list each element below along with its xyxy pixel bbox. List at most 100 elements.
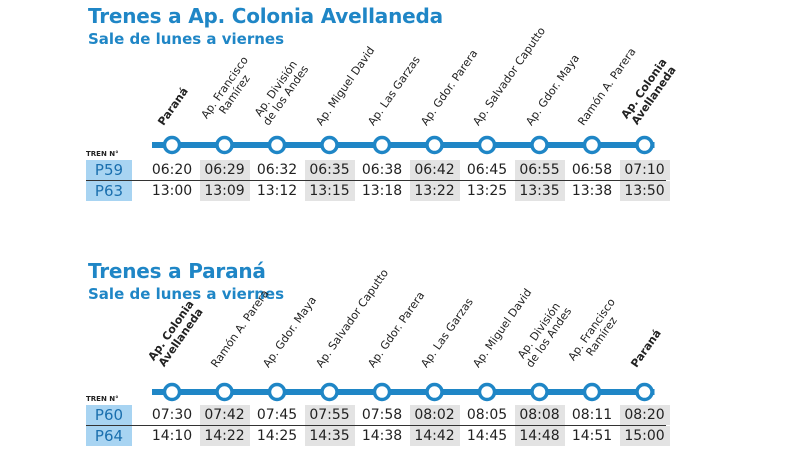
time-cell: 13:15	[304, 181, 355, 201]
route-line	[152, 382, 655, 402]
station-label: Ap. Gdor. Maya	[260, 293, 320, 370]
station-stop-marker	[215, 135, 234, 155]
station-stop-marker	[372, 382, 392, 402]
train-code: P64	[86, 426, 132, 446]
time-cell: 08:11	[571, 407, 613, 423]
station-labels: Paraná Ap. Francisco Ramírez Ap. División de…	[0, 0, 800, 128]
time-cell: 14:48	[514, 426, 565, 446]
time-cell: 07:30	[151, 407, 193, 423]
station-stop-marker	[267, 382, 287, 402]
station-label: Ap. Francisco Ramírez	[566, 296, 627, 370]
station-stop-marker	[162, 382, 182, 402]
time-cell: 06:58	[571, 162, 613, 178]
time-cell: 06:29	[199, 160, 250, 180]
tren-number-label: TREN N°	[86, 395, 119, 403]
station-stop-marker	[162, 135, 182, 155]
time-cell: 14:35	[304, 426, 355, 446]
time-cell: 13:50	[619, 181, 670, 201]
station-stop-marker	[215, 382, 234, 402]
time-cell: 13:18	[361, 183, 403, 199]
section-subtitle: Sale de lunes a viernes	[88, 30, 285, 48]
time-cell: 14:42	[409, 426, 460, 446]
station-label: Paraná	[155, 85, 191, 128]
time-cell: 08:08	[514, 405, 565, 425]
time-cell: 06:35	[304, 160, 355, 180]
station-label-line: Ap. Gdor. Parera	[365, 289, 428, 370]
time-cell: 07:10	[619, 160, 670, 180]
timetable: P59 06:20 06:29 06:32 06:35 06:38 06:42 06:45 06…	[86, 160, 670, 201]
time-cell: 13:25	[466, 183, 508, 199]
station-stop-marker	[635, 382, 654, 402]
section-title: Trenes a Ap. Colonia Avellaneda	[88, 4, 443, 28]
station-stop-marker	[320, 382, 339, 402]
time-cell: 14:51	[571, 428, 613, 444]
station-label-line: Paraná	[627, 327, 664, 370]
train-row: P63 13:00 13:09 13:12 13:15 13:18 13:22 13:25 13…	[86, 180, 670, 201]
station-label-line: Paraná	[155, 85, 191, 128]
time-cell: 13:12	[256, 183, 298, 199]
station-label-line: Ramón A. Parera	[207, 287, 272, 370]
time-cell: 07:45	[256, 407, 298, 423]
time-cell: 07:55	[304, 405, 355, 425]
time-cell: 14:38	[361, 428, 403, 444]
time-cell: 06:32	[256, 162, 298, 178]
station-label: Ap. Las Garzas	[365, 53, 423, 129]
station-label: Ap. Gdor. Parera	[417, 47, 480, 128]
station-stop-marker	[582, 135, 602, 155]
station-label-line: Ap. Las Garzas	[365, 53, 423, 129]
time-cell: 13:38	[571, 183, 613, 199]
train-row: P60 07:30 07:42 07:45 07:55 07:58 08:02 08:05 08…	[86, 405, 670, 425]
station-label-line: Ap. Gdor. Parera	[417, 47, 480, 128]
station-stop-marker	[425, 135, 444, 155]
route-line	[152, 135, 655, 155]
time-cell: 14:25	[256, 428, 298, 444]
station-label: Ap. Las Garzas	[417, 295, 476, 370]
time-cell: 07:42	[199, 405, 250, 425]
time-cell: 14:22	[199, 426, 250, 446]
station-label-line: Ap. Las Garzas	[417, 295, 476, 370]
station-label: Ramón A. Parera	[207, 287, 272, 370]
time-cell: 13:35	[514, 181, 565, 201]
station-label: Ap. Colonia Avellaneda	[146, 298, 206, 370]
station-stop-marker	[582, 382, 602, 402]
time-cell: 08:05	[466, 407, 508, 423]
station-stop-marker	[635, 135, 654, 155]
station-stop-marker	[477, 135, 497, 155]
time-cell: 13:22	[409, 181, 460, 201]
station-stop-marker	[425, 382, 444, 402]
time-cell: 15:00	[619, 426, 670, 446]
time-cell: 06:42	[409, 160, 460, 180]
station-label: Ap. Gdor. Maya	[522, 51, 582, 129]
train-code: P63	[86, 181, 132, 201]
time-cell: 14:10	[151, 428, 193, 444]
time-cell: 13:00	[151, 183, 193, 199]
station-label: Ap. Gdor. Parera	[365, 289, 428, 370]
time-cell: 07:58	[361, 407, 403, 423]
station-label-line: Ap. Gdor. Maya	[260, 293, 320, 370]
train-row: P59 06:20 06:29 06:32 06:35 06:38 06:42 06:45 06…	[86, 160, 670, 180]
time-cell: 06:45	[466, 162, 508, 178]
station-stop-marker	[320, 135, 339, 155]
time-cell: 08:02	[409, 405, 460, 425]
station-stop-marker	[372, 135, 392, 155]
station-stop-marker	[477, 382, 497, 402]
schedule-section-to-colonia-avellaneda: Trenes a Ap. Colonia Avellaneda Sale de …	[0, 0, 800, 215]
train-row: P64 14:10 14:22 14:25 14:35 14:38 14:42 14:45 14…	[86, 425, 670, 446]
time-cell: 06:38	[361, 162, 403, 178]
time-cell: 14:45	[466, 428, 508, 444]
station-stop-marker	[530, 135, 549, 155]
time-cell: 08:20	[619, 405, 670, 425]
station-stop-marker	[530, 382, 549, 402]
train-code: P59	[86, 160, 132, 180]
schedule-section-to-parana: Trenes a Paraná Sale de lunes a viernes …	[0, 255, 800, 450]
time-cell: 06:20	[151, 162, 193, 178]
tren-number-label: TREN N°	[86, 150, 119, 158]
section-subtitle: Sale de lunes a viernes	[88, 285, 285, 303]
time-cell: 06:55	[514, 160, 565, 180]
time-cell: 13:09	[199, 181, 250, 201]
station-label: Ap. Francisco Ramírez	[198, 54, 260, 128]
timetable: P60 07:30 07:42 07:45 07:55 07:58 08:02 08:05 08…	[86, 405, 670, 446]
section-title: Trenes a Paraná	[88, 259, 266, 283]
station-label-line: Ap. Gdor. Maya	[522, 51, 582, 129]
train-code: P60	[86, 405, 132, 425]
